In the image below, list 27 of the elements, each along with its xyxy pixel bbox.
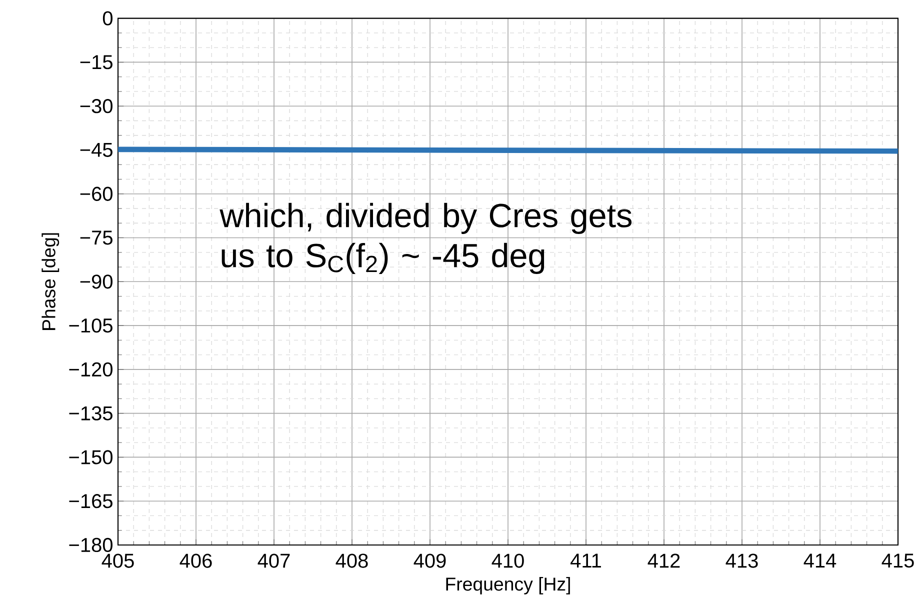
x-tick-label: 406: [180, 554, 212, 568]
x-tick-label: 411: [570, 554, 601, 568]
y-tick-label: −60: [80, 186, 112, 201]
y-tick-label: −30: [80, 99, 112, 114]
annotation: which, divided by Cres gets us to S$_{C}$(f$_{2}$) ~ -45 deg: [220, 202, 632, 274]
y-tick-label: −150: [69, 450, 112, 464]
x-tick-label: 415: [882, 554, 914, 568]
y-tick-label: −15: [80, 55, 112, 70]
y-axis-title: Phase [deg]: [42, 233, 60, 330]
y-tick-label: −165: [69, 494, 112, 508]
y-tick-label: −120: [69, 362, 112, 377]
y-tick-label: 0: [102, 11, 112, 26]
x-tick-label: 413: [726, 554, 758, 568]
x-tick-label: 414: [804, 554, 836, 568]
x-tick-label: 408: [336, 554, 368, 568]
x-tick-label: 405: [102, 554, 134, 568]
y-tick-label: −135: [69, 406, 112, 420]
y-tick-label: −45: [80, 143, 112, 157]
x-axis-title: Frequency [Hz]: [446, 577, 570, 594]
x-tick-label: 409: [414, 554, 446, 568]
y-tick-label: −180: [69, 538, 112, 552]
x-tick-label: 407: [258, 554, 290, 568]
x-tick-label: 412: [648, 554, 680, 568]
y-tick-label: −75: [80, 230, 112, 245]
y-tick-label: −90: [80, 274, 112, 289]
y-tick-label: −105: [69, 318, 112, 333]
x-tick-label: 410: [492, 554, 524, 568]
